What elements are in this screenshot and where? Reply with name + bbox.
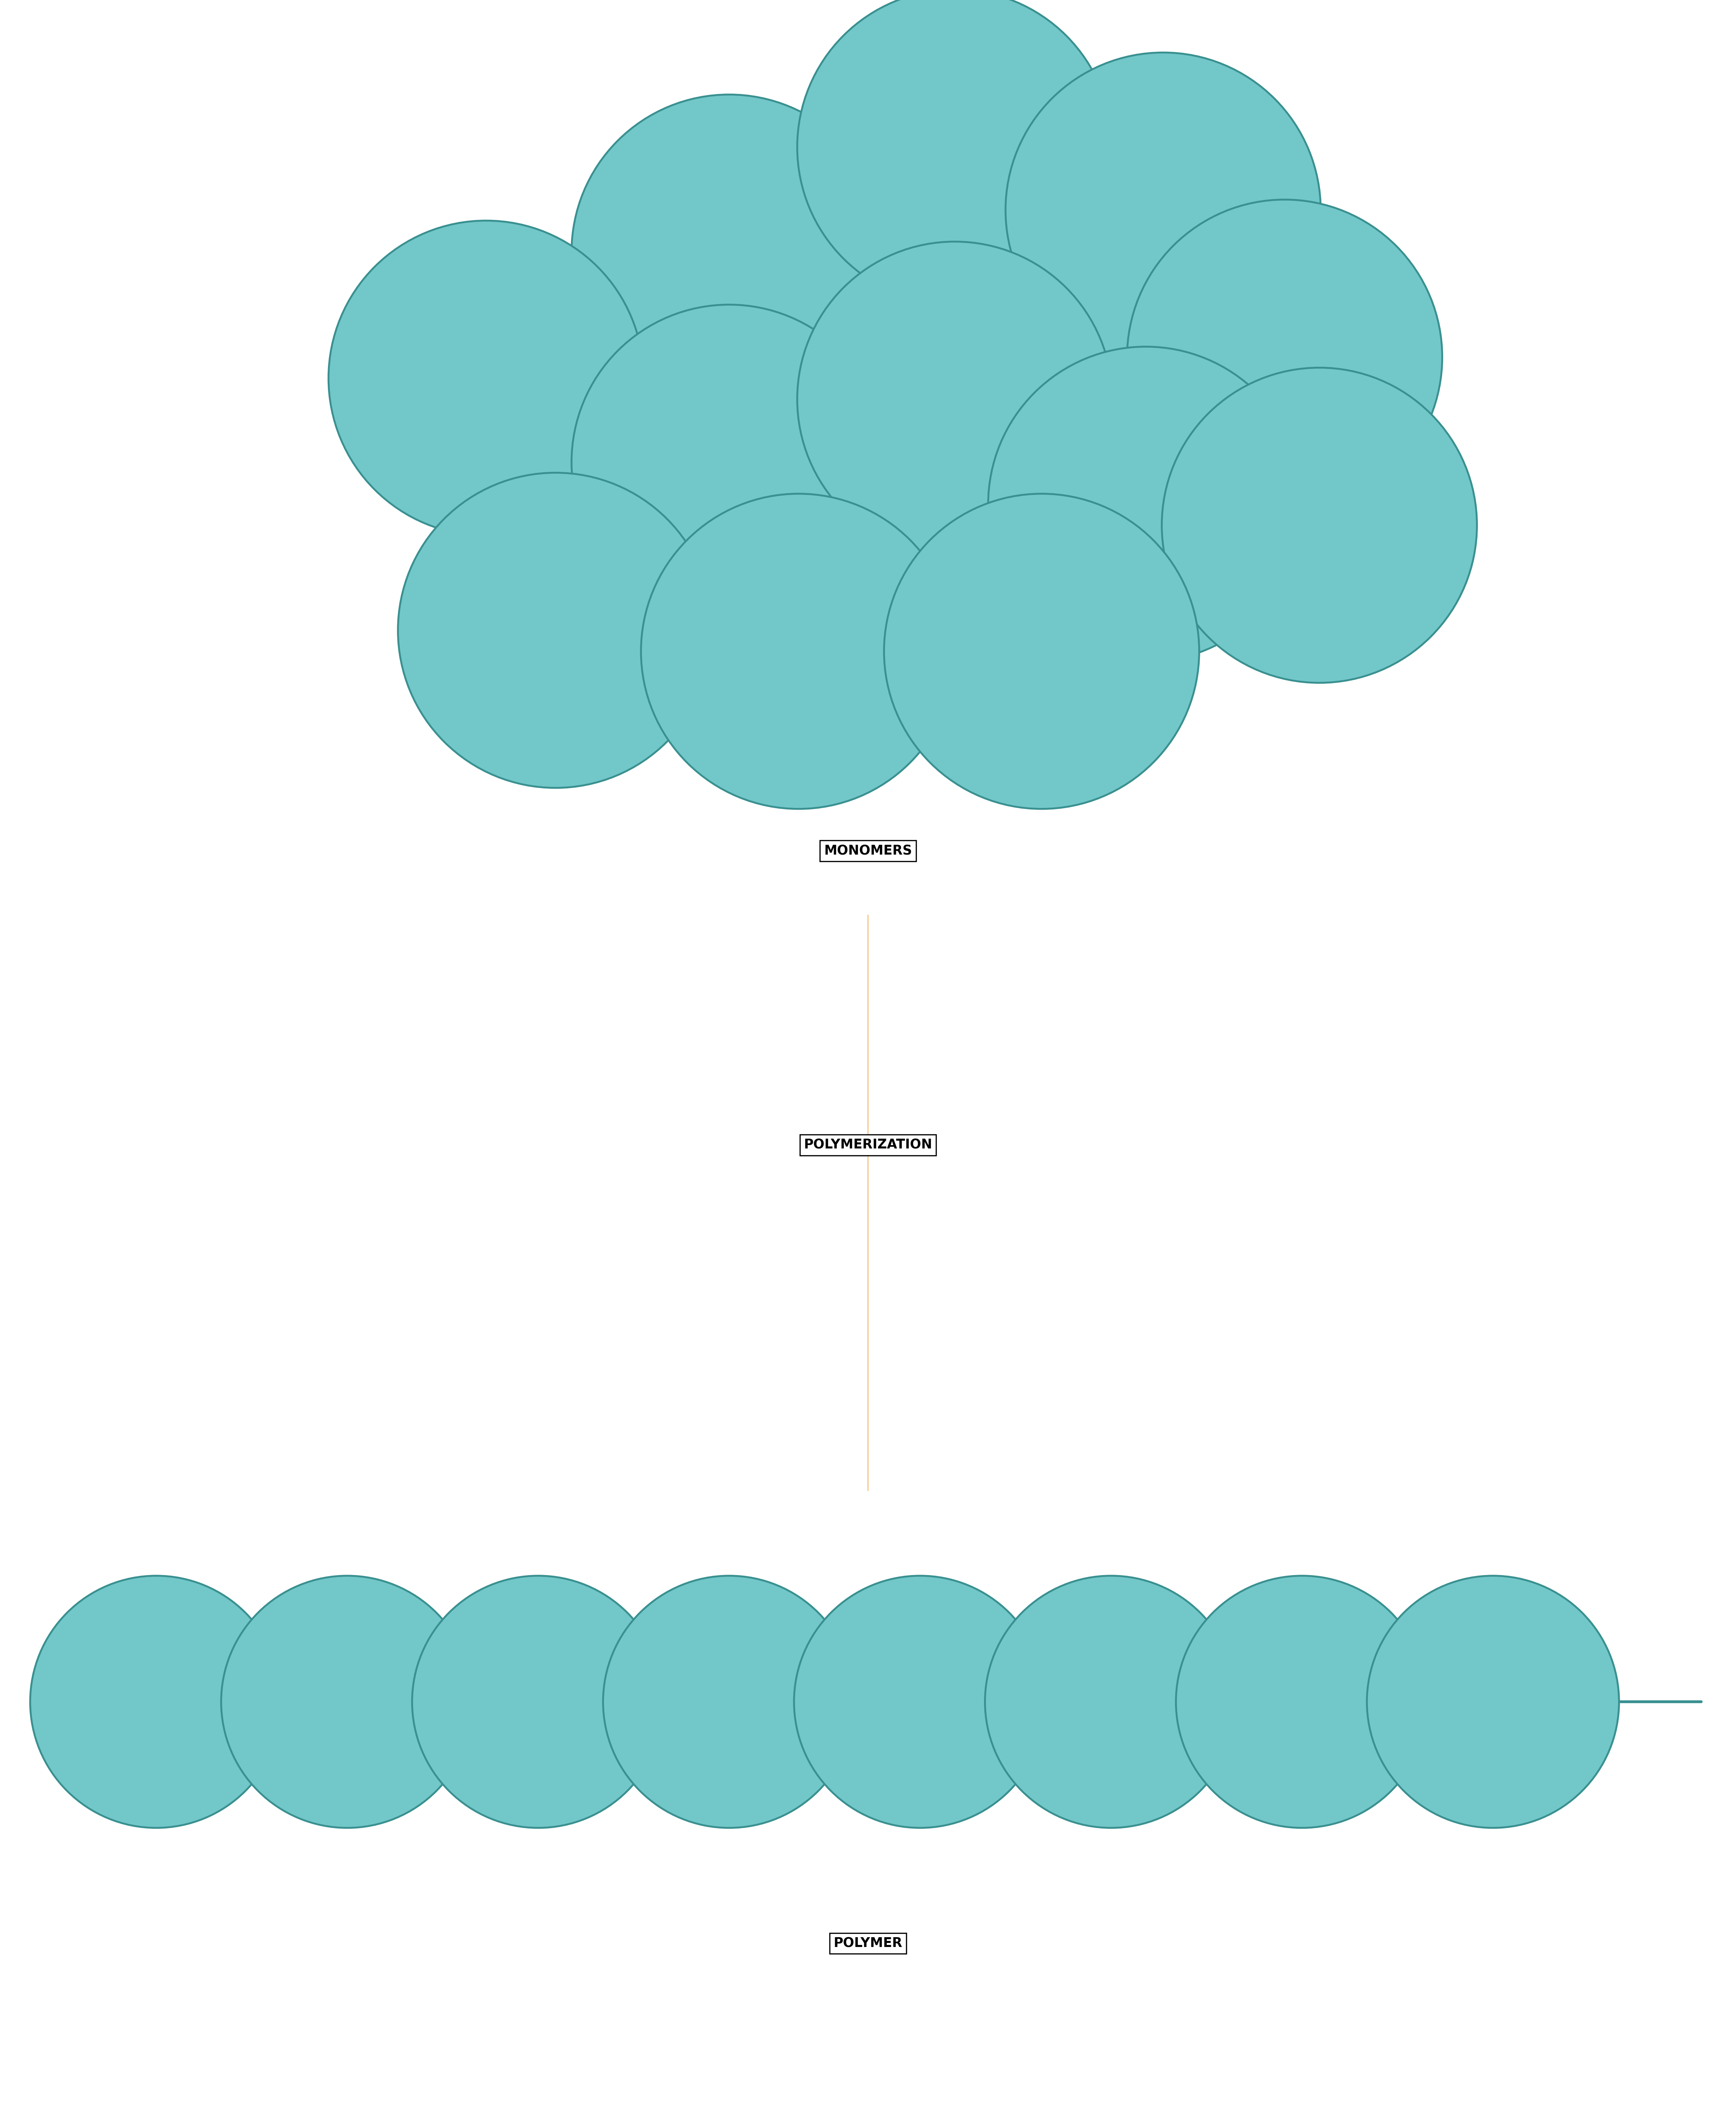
Text: MONOMERS: MONOMERS xyxy=(825,845,911,857)
Ellipse shape xyxy=(1005,53,1321,368)
Ellipse shape xyxy=(797,242,1113,557)
Ellipse shape xyxy=(1127,200,1443,515)
Ellipse shape xyxy=(220,1576,474,1828)
Ellipse shape xyxy=(984,1576,1238,1828)
Ellipse shape xyxy=(328,221,644,536)
Ellipse shape xyxy=(641,494,957,809)
Ellipse shape xyxy=(1161,368,1477,683)
Ellipse shape xyxy=(988,347,1304,662)
Ellipse shape xyxy=(884,494,1200,809)
Ellipse shape xyxy=(602,1576,856,1828)
Ellipse shape xyxy=(797,0,1113,305)
Ellipse shape xyxy=(411,1576,665,1828)
Ellipse shape xyxy=(1175,1576,1429,1828)
Ellipse shape xyxy=(571,305,887,620)
Text: POLYMER: POLYMER xyxy=(833,1937,903,1950)
Ellipse shape xyxy=(30,1576,283,1828)
Ellipse shape xyxy=(793,1576,1047,1828)
Ellipse shape xyxy=(1366,1576,1620,1828)
Ellipse shape xyxy=(571,95,887,410)
Text: POLYMERIZATION: POLYMERIZATION xyxy=(804,1139,932,1151)
Ellipse shape xyxy=(398,473,713,788)
